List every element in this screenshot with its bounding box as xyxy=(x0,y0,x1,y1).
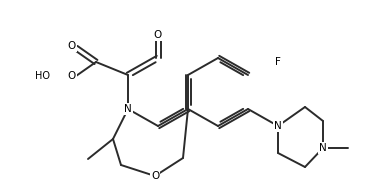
Text: HO: HO xyxy=(34,71,50,81)
Text: N: N xyxy=(274,121,282,131)
Text: O: O xyxy=(154,30,162,40)
Text: F: F xyxy=(275,57,281,67)
Text: N: N xyxy=(124,104,132,114)
Text: O: O xyxy=(151,171,159,181)
Text: N: N xyxy=(319,143,327,153)
Text: O: O xyxy=(68,41,76,51)
Text: HO: HO xyxy=(35,71,50,81)
Text: O: O xyxy=(68,71,76,81)
